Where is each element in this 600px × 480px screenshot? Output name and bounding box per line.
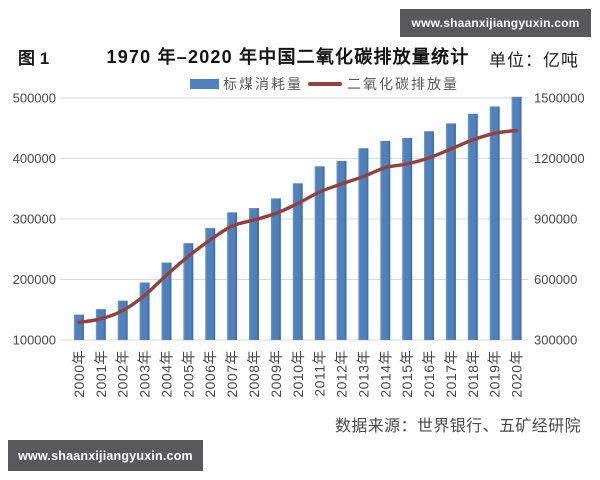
bar — [95, 309, 106, 340]
bar — [402, 137, 413, 340]
x-axis-tick-label: 2016年 — [421, 350, 437, 398]
legend-item-co2: 二氧化碳排放量 — [303, 74, 459, 94]
legend-label-coal: 标煤消耗量 — [223, 76, 303, 92]
x-axis-tick-label: 2000年 — [71, 350, 87, 398]
left-axis-tick-label: 300000 — [13, 212, 56, 227]
bar — [248, 208, 259, 340]
legend-item-coal: 标煤消耗量 — [190, 74, 303, 94]
bar — [183, 243, 194, 340]
left-axis-tick-label: 500000 — [13, 91, 56, 106]
x-axis-tick-label: 2015年 — [399, 350, 415, 398]
bar — [358, 148, 369, 340]
left-axis-tick-label: 100000 — [13, 333, 56, 348]
bar — [139, 282, 150, 340]
x-axis-tick-label: 2020年 — [509, 350, 525, 398]
line-series — [77, 128, 519, 325]
x-axis-tick-label: 2008年 — [246, 350, 262, 398]
x-axis-tick-label: 2003年 — [137, 350, 153, 398]
x-axis-tick-label: 2006年 — [202, 350, 218, 398]
bar — [292, 183, 303, 340]
x-axis-tick-label: 2014年 — [377, 350, 393, 398]
x-axis-tick-label: 2002年 — [115, 350, 131, 398]
bar — [380, 140, 391, 340]
unit-label: 单位：亿吨 — [489, 51, 579, 70]
x-axis-tick-label: 2018年 — [465, 350, 481, 398]
bar — [270, 198, 281, 340]
chart-title: 1970 年–2020 年中国二氧化碳排放量统计 — [106, 47, 470, 67]
bar — [161, 262, 172, 340]
bar — [73, 314, 84, 340]
x-axis-tick-label: 2005年 — [180, 350, 196, 398]
x-axis-tick-label: 2001年 — [93, 350, 109, 398]
x-axis-tick-label: 2013年 — [355, 350, 371, 398]
x-axis-tick-label: 2012年 — [334, 350, 350, 398]
right-axis-tick-label: 900000 — [534, 212, 577, 227]
right-axis-tick-label: 1500000 — [534, 91, 585, 106]
legend-line-swatch — [308, 82, 342, 86]
watermark-top-text: www.shaanxijiangyuxin.com — [411, 16, 580, 30]
left-axis-tick-label: 200000 — [13, 272, 56, 287]
bar — [424, 131, 435, 340]
x-axis-tick-label: 2009年 — [268, 350, 284, 398]
legend-bar-swatch — [190, 79, 219, 89]
x-axis-tick-label: 2007年 — [224, 350, 240, 398]
right-axis-tick-label: 300000 — [534, 333, 577, 348]
watermark-bottom: www.shaanxijiangyuxin.com — [8, 440, 203, 471]
figure-label: 图 1 — [18, 49, 50, 68]
bar — [205, 228, 216, 340]
right-axis-tick-label: 600000 — [534, 272, 577, 287]
legend: 标煤消耗量 二氧化碳排放量 — [190, 76, 459, 92]
bar — [489, 106, 500, 340]
legend-label-co2: 二氧化碳排放量 — [347, 76, 459, 92]
x-axis-tick-label: 2004年 — [159, 350, 175, 398]
bar — [227, 212, 238, 340]
x-axis-tick-label: 2011年 — [312, 350, 328, 397]
right-axis-tick-label: 1200000 — [534, 151, 585, 166]
x-axis-tick-label: 2019年 — [487, 350, 503, 398]
bar — [336, 160, 347, 340]
bar — [117, 300, 128, 340]
bar — [314, 166, 325, 340]
watermark-top: www.shaanxijiangyuxin.com — [400, 9, 591, 37]
bar — [445, 123, 456, 340]
watermark-bottom-text: www.shaanxijiangyuxin.com — [18, 448, 193, 463]
bar — [511, 96, 522, 340]
x-axis-tick-label: 2017年 — [443, 350, 459, 398]
bar — [467, 113, 478, 340]
source-note: 数据来源：世界银行、五矿经研院 — [334, 418, 581, 435]
x-axis-tick-label: 2010年 — [290, 350, 306, 398]
left-axis-tick-label: 400000 — [13, 151, 56, 166]
